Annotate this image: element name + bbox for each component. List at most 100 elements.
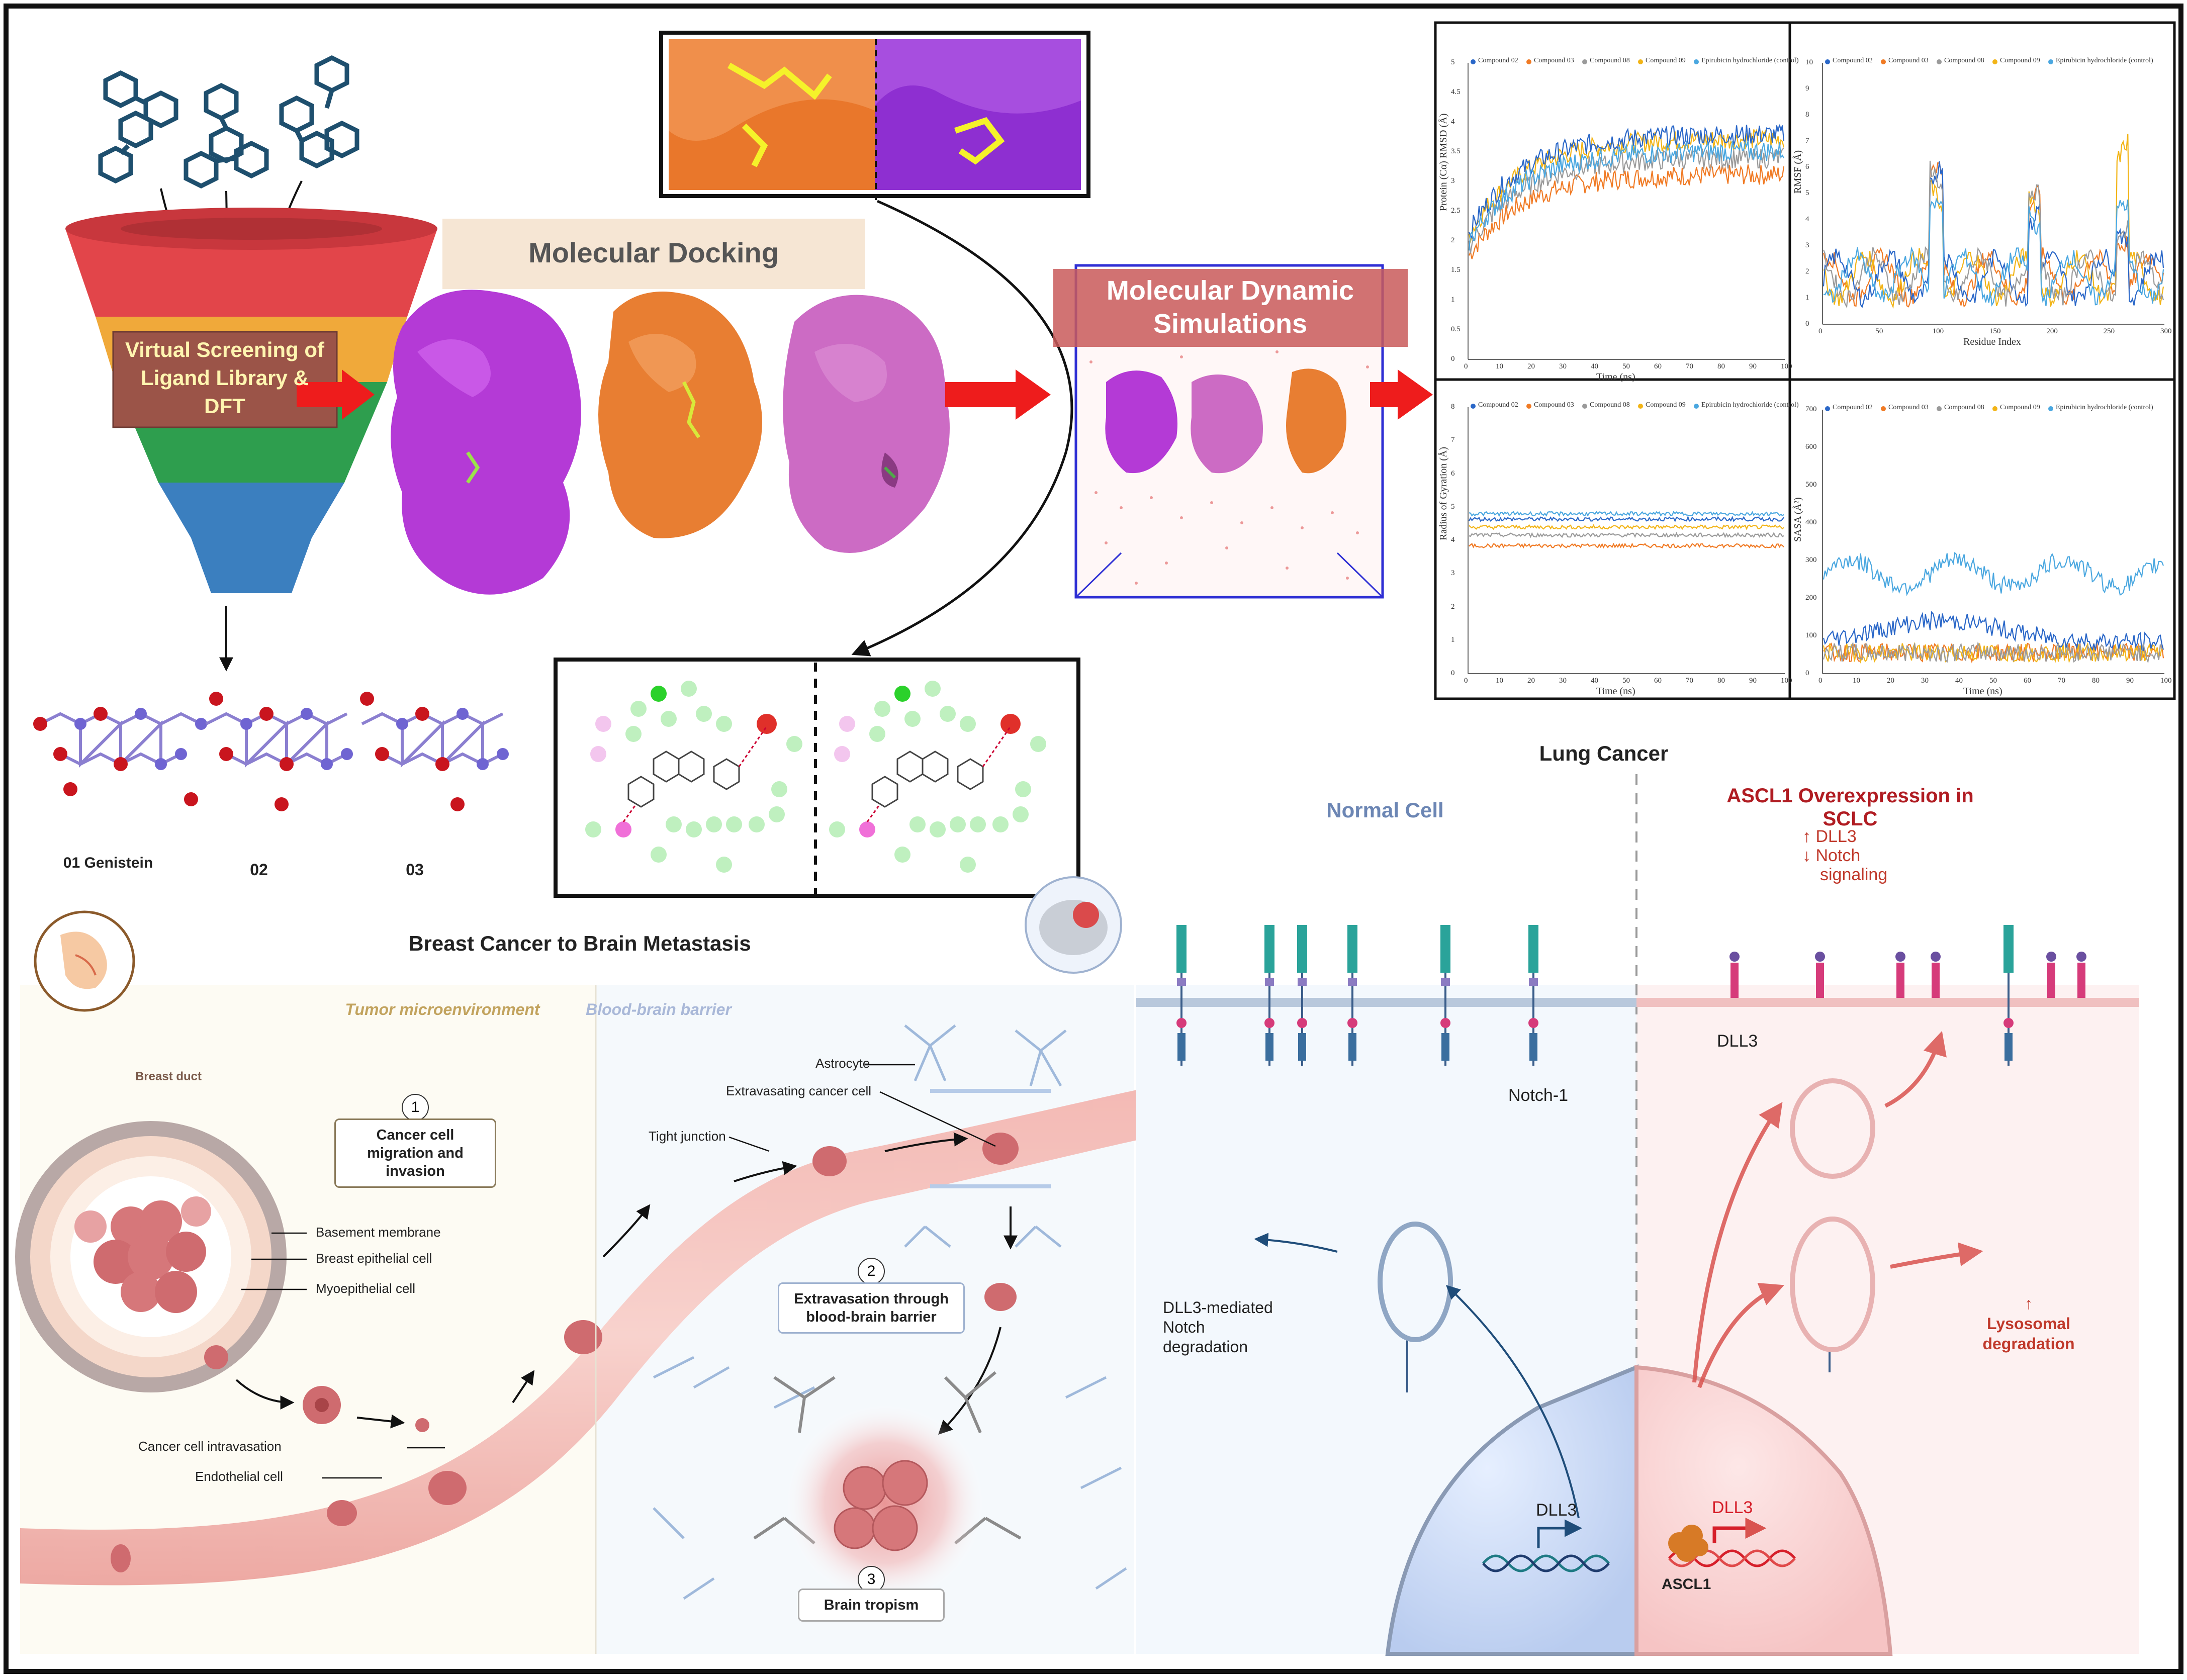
compound-label-1: 01 Genistein [63,855,153,871]
breast-icon [34,910,135,1012]
sasa-xtick: 10 [1853,677,1860,685]
rg-ytick: 4 [1451,536,1455,544]
dll3-ligand [1815,952,1825,998]
rmsf-legend-marker [1881,59,1886,64]
rmsd-legend-entry: Epirubicin hydrochloride (control) [1701,57,1799,64]
rmsf-series-line [1823,133,2164,309]
rg-xtick: 100 [1781,677,1792,685]
sasa-legend-marker [1881,406,1886,411]
rg-xtick: 40 [1591,677,1598,685]
rmsd-xtick: 90 [1749,362,1757,370]
compound-structures [33,692,509,811]
interaction-diagram [554,658,1080,898]
sasa-xtick: 80 [2092,677,2100,685]
rmsd-legend-marker [1526,59,1531,64]
tme-label: Tumor microenvironment [345,1000,540,1018]
rmsd-xtick: 0 [1464,362,1468,370]
rg-series-line [1469,531,1784,538]
rmsd-ytick: 0.5 [1451,325,1461,333]
rg-legend-entry: Compound 09 [1646,401,1686,409]
rmsd-ylabel: Protein (Cα) RMSD (Å) [1438,113,1449,211]
rg-legend-entry: Compound 02 [1478,401,1518,409]
docking-to-md-arrow [945,369,1051,420]
rg-ytick: 2 [1451,602,1455,611]
rmsd-series-line [1468,164,1785,259]
normal-endocytosis-arrow [1445,1285,1580,1519]
tight-junction-label: Tight junction [649,1129,726,1144]
rmsd-legend-marker [1471,59,1476,64]
normal-nucleus [1385,1364,1638,1656]
rmsd-series-line [1468,140,1784,251]
rmsd-xtick: 70 [1686,362,1693,370]
sasa-ylabel: SASA (Å²) [1792,497,1803,542]
dll3-membrane-label: DLL3 [1717,1032,1758,1051]
rmsd-ytick: 0 [1451,355,1455,363]
intravasation-label: Cancer cell intravasation [138,1439,282,1454]
normal-transcription-arrow [1537,1519,1582,1548]
rg-xtick: 90 [1749,677,1757,685]
vessel-cells [111,1133,1019,1572]
rmsf-legend-marker [1992,59,1997,64]
extravasating-label: Extravasating cancer cell [726,1083,872,1098]
rmsf-ytick: 3 [1805,241,1809,249]
rmsf-ytick: 9 [1805,84,1809,92]
rg-ytick: 6 [1451,469,1455,478]
sasa-ytick: 400 [1805,518,1817,526]
step1-box: Cancer cell migration and invasion [334,1118,496,1188]
rg-series-line [1469,542,1784,549]
sasa-xtick: 40 [1955,677,1963,685]
rmsf-legend-entry: Compound 08 [1944,57,1984,64]
dll3-notch-deg-1: DLL3-mediated [1163,1298,1273,1317]
sclc-arrows [1692,1031,1983,1388]
rg-xtick: 10 [1496,677,1503,685]
rg-ytick: 7 [1451,436,1455,444]
rmsf-ytick: 6 [1805,163,1809,171]
sclc-title: ASCL1 Overexpression in SCLC [1726,785,1974,830]
compound-label-3: 03 [406,861,424,879]
rmsd-ytick: 1.5 [1451,266,1461,274]
notch-receptor [1264,925,1274,1066]
brain-icon [1025,876,1122,974]
rmsf-xtick: 100 [1932,327,1944,335]
sasa-ytick: 0 [1805,669,1809,677]
rmsd-xtick: 80 [1717,362,1725,370]
lysosomal-2: Lysosomal [1987,1315,2070,1333]
sasa-xtick: 50 [1989,677,1997,685]
rg-series-line [1469,524,1784,530]
dll3-ligand [2046,952,2056,998]
rmsf-legend-entry: Compound 09 [2000,57,2040,64]
outer-frame [4,4,2183,1674]
leader-lines [241,1064,996,1479]
rmsf-legend-marker [2048,59,2053,64]
sasa-ytick: 100 [1805,631,1817,639]
rg-axes [1468,407,1785,674]
rmsf-xtick: 250 [2103,327,2115,335]
notch-receptor [1440,925,1450,1066]
dll3-ligand [1931,952,1941,998]
astrocytes [653,1024,1127,1600]
screening-funnel [65,208,437,593]
rmsf-xtick: 50 [1875,327,1883,335]
notch-receptor [1297,925,1307,1066]
rg-series-line [1469,515,1784,523]
docking-curve-arrow [851,200,1073,657]
rmsd-axes [1468,63,1785,360]
funnel-label-box [112,331,338,428]
sasa-ytick: 700 [1805,405,1817,413]
basement-membrane-label: Basement membrane [316,1225,441,1240]
rmsd-ytick: 2 [1451,236,1455,244]
rmsd-legend-marker [1582,59,1587,64]
ascl1-protein [1668,1525,1708,1562]
vesicle-normal [1378,1222,1453,1342]
brain-tumor [834,1460,928,1551]
sclc-effect-1: ↑ DLL3 [1802,827,1857,846]
rmsd-series-line [1468,124,1785,240]
sasa-xtick: 70 [2058,677,2065,685]
sasa-ytick: 500 [1805,481,1817,489]
rg-legend-entry: Compound 08 [1590,401,1630,409]
lung-title: Lung Cancer [1539,741,1669,765]
step2-number: 2 [858,1258,885,1285]
sclc-nucleus [1634,1365,1893,1656]
sasa-ytick: 300 [1805,556,1817,564]
